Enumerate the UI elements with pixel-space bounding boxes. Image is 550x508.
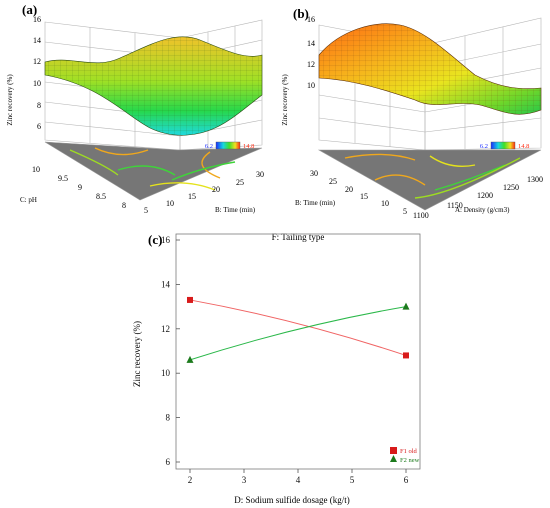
legend-label-f2: F2 new xyxy=(400,457,420,464)
x-tick-label: 6 xyxy=(404,475,409,485)
y-tick: 8.5 xyxy=(96,192,106,201)
colorbar-min: 6.2 xyxy=(480,143,488,150)
series-line-2 xyxy=(189,306,407,361)
y-tick: 9 xyxy=(78,183,82,192)
y-tick: 25 xyxy=(329,177,337,186)
x-tick: 15 xyxy=(188,192,196,201)
z-tick: 10 xyxy=(33,79,41,88)
floor-plane xyxy=(317,149,542,211)
line-chart-c: (c) F: Tailing type 6 8 10 12 14 16 2 3 4 5 6 Zinc… xyxy=(132,232,421,505)
x-tick-label: 2 xyxy=(188,475,193,485)
contour-floor xyxy=(44,141,263,201)
colorbar-max: 14.8 xyxy=(243,143,254,150)
legend-label-f1: F1 old xyxy=(400,448,418,455)
y-tick: 8 xyxy=(122,201,126,210)
y-axis-label: C: pH xyxy=(20,196,37,204)
x-tick: 1200 xyxy=(477,191,493,200)
x-tick: 1150 xyxy=(447,201,463,210)
y-tick: 5 xyxy=(403,207,407,216)
x-tick: 10 xyxy=(166,199,174,208)
colorbar-max: 14.8 xyxy=(518,143,529,150)
x-tick: 1100 xyxy=(413,211,429,220)
y-tick: 20 xyxy=(345,185,353,194)
x-tick-label: 5 xyxy=(350,475,355,485)
data-point-f2 xyxy=(186,355,194,363)
y-tick: 9.5 xyxy=(58,174,68,183)
z-tick: 8 xyxy=(37,101,41,110)
data-point-f2 xyxy=(402,302,410,310)
x-tick: 1250 xyxy=(503,183,519,192)
legend: F1 old F2 new xyxy=(390,447,420,464)
y-tick-label: 16 xyxy=(161,235,171,245)
series-line-1 xyxy=(189,299,407,356)
floor-plane xyxy=(44,141,263,201)
panel-label-b: (b) xyxy=(293,6,309,21)
y-tick: 10 xyxy=(381,199,389,208)
series-lines xyxy=(189,299,407,361)
x-tick: 30 xyxy=(256,170,264,179)
y-tick-label: 8 xyxy=(166,413,171,423)
response-surface-b xyxy=(318,23,542,115)
chart-title: F: Tailing type xyxy=(272,232,325,242)
x-tick-label: 3 xyxy=(242,475,247,485)
z-tick: 16 xyxy=(307,15,315,24)
contour-floor xyxy=(317,149,542,211)
z-tick: 16 xyxy=(33,15,41,24)
y-tick-label: 12 xyxy=(161,324,170,334)
plot-frame xyxy=(175,233,421,470)
colorbar-min: 6.2 xyxy=(205,143,213,150)
y-axis-label: Zinc recovery (%) xyxy=(132,321,142,387)
colorbar-a: 6.2 14.8 xyxy=(205,141,254,150)
response-surface-a xyxy=(44,36,263,136)
panel-label-a: (a) xyxy=(22,2,37,17)
axis-ticks: 6 8 10 12 14 16 2 3 4 5 6 xyxy=(161,235,409,485)
surface-plot-a: (a) 16 14 12 10 8 6 Zinc recovery (%) xyxy=(6,2,264,215)
x-tick: 25 xyxy=(236,178,244,187)
z-tick: 14 xyxy=(33,36,41,45)
z-tick: 6 xyxy=(37,122,41,131)
x-tick: 1300 xyxy=(527,175,543,184)
x-tick: 5 xyxy=(144,206,148,215)
z-axis-label: Zinc recovery (%) xyxy=(281,74,289,126)
y-tick-label: 10 xyxy=(161,368,171,378)
z-axis-label: Zinc recovery (%) xyxy=(6,74,14,126)
legend-marker-f1 xyxy=(390,447,397,454)
y-tick: 10 xyxy=(32,165,40,174)
x-tick-label: 4 xyxy=(296,475,301,485)
surface-plot-b: (b) 16 14 12 10 Zinc recovery (%) 6.2 xyxy=(281,6,543,220)
z-tick: 12 xyxy=(307,60,315,69)
y-tick-label: 6 xyxy=(166,457,171,467)
x-axis-label: A: Density (g/cm3) xyxy=(455,206,510,214)
colorbar-b: 6.2 14.8 xyxy=(480,141,529,150)
y-tick: 15 xyxy=(360,192,368,201)
y-axis-label: B: Time (min) xyxy=(295,199,336,207)
x-axis-label: B: Time (min) xyxy=(215,206,256,214)
data-point-f1 xyxy=(187,296,193,303)
x-tick: 20 xyxy=(212,185,220,194)
data-point-f1 xyxy=(403,352,409,359)
x-axis-label: D: Sodium sulfide dosage (kg/t) xyxy=(234,495,350,505)
z-tick: 14 xyxy=(307,39,315,48)
panel-label-c: (c) xyxy=(148,232,162,247)
legend-marker-f2 xyxy=(390,455,397,462)
y-tick-label: 14 xyxy=(161,279,171,289)
series-markers xyxy=(186,296,410,363)
z-tick: 12 xyxy=(33,57,41,66)
y-tick: 30 xyxy=(310,169,318,178)
z-tick: 10 xyxy=(307,81,315,90)
